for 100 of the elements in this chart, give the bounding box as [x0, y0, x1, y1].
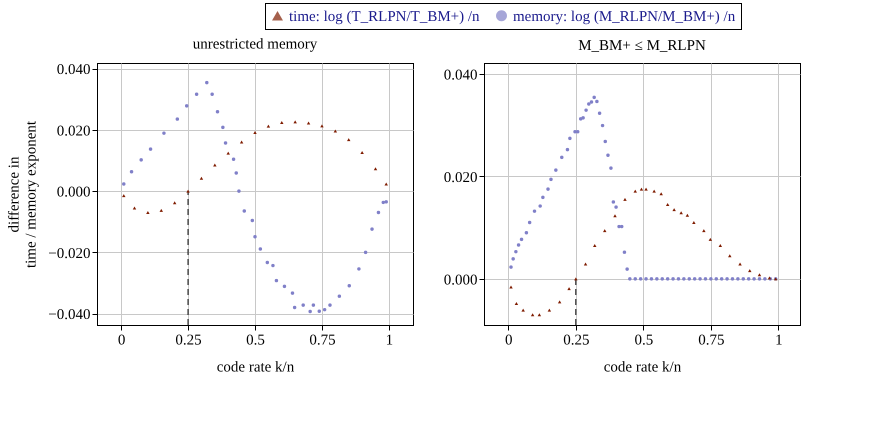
point — [509, 286, 513, 289]
x-tick-label: 0.5 — [634, 332, 654, 348]
point — [672, 208, 676, 212]
point — [567, 287, 571, 290]
point — [242, 209, 246, 213]
y-tick-label: 0.040 — [444, 67, 478, 84]
point — [301, 303, 305, 307]
point — [718, 244, 722, 248]
x-axis-title: code rate k/n — [216, 360, 295, 376]
point — [250, 218, 254, 222]
y-tick-label: 0.000 — [56, 184, 90, 201]
x-tick-label: 0.25 — [175, 332, 202, 348]
y-tick-label: 0.020 — [444, 170, 478, 186]
point — [237, 189, 241, 193]
point — [666, 203, 670, 206]
point — [652, 190, 656, 193]
point — [234, 171, 238, 175]
point — [338, 294, 342, 298]
point — [266, 124, 270, 128]
point — [702, 229, 706, 232]
point — [692, 220, 696, 224]
point — [558, 300, 562, 304]
point — [384, 182, 388, 186]
point — [360, 150, 364, 154]
point — [384, 200, 388, 204]
point — [708, 238, 712, 241]
point — [132, 206, 136, 210]
point — [271, 264, 275, 268]
y-tick-label: 0.040 — [56, 62, 90, 78]
point — [226, 152, 230, 155]
point — [521, 308, 525, 312]
point — [162, 131, 166, 135]
point — [280, 120, 284, 124]
point — [266, 260, 270, 264]
point — [130, 170, 134, 174]
point — [613, 214, 617, 218]
point — [253, 235, 257, 238]
y-tick-label: 0.020 — [56, 123, 90, 140]
point — [312, 303, 316, 307]
point — [176, 117, 180, 121]
point — [274, 278, 278, 282]
point — [160, 208, 164, 212]
point — [728, 254, 732, 258]
point — [686, 214, 690, 217]
point — [574, 277, 578, 280]
point — [122, 194, 126, 198]
point — [364, 250, 368, 254]
point — [322, 308, 326, 312]
chart-title: unrestricted memory — [192, 36, 318, 53]
x-tick-label: 1 — [775, 332, 783, 348]
point — [357, 267, 361, 271]
point — [232, 157, 236, 161]
x-tick-label: 0 — [505, 332, 513, 348]
point — [306, 122, 310, 125]
point — [213, 164, 217, 167]
point — [253, 131, 257, 134]
point — [308, 310, 312, 314]
point — [194, 92, 198, 96]
point — [139, 158, 143, 162]
point — [224, 141, 228, 145]
x-tick-label: 1 — [386, 332, 394, 348]
x-tick-label: 0.75 — [309, 332, 336, 348]
y-tick-label: −0.040 — [48, 307, 90, 324]
point — [293, 120, 297, 124]
point — [320, 124, 324, 128]
point — [282, 284, 286, 288]
point — [292, 306, 296, 310]
point — [216, 110, 220, 114]
point — [644, 188, 648, 191]
point — [184, 104, 188, 108]
point — [370, 227, 374, 231]
y-tick-label: −0.020 — [48, 246, 90, 262]
x-tick-label: 0.75 — [698, 332, 724, 348]
legend-label: memory: log (M_RLPN/M_BM+) /n — [513, 8, 736, 25]
point — [122, 182, 126, 186]
point — [758, 273, 762, 276]
point — [346, 138, 350, 142]
point — [318, 309, 322, 313]
point — [210, 92, 214, 96]
point — [640, 188, 644, 191]
x-axis-title: code rate k/n — [604, 360, 682, 376]
x-tick-label: 0 — [118, 332, 126, 348]
point — [334, 130, 338, 133]
point — [602, 229, 606, 232]
point — [205, 80, 209, 84]
point — [382, 200, 386, 204]
point — [514, 302, 518, 305]
point — [738, 262, 742, 266]
point — [376, 210, 380, 214]
point — [258, 247, 262, 251]
point — [221, 126, 225, 130]
point — [290, 291, 294, 295]
point — [328, 303, 332, 307]
point — [623, 198, 627, 201]
point — [548, 308, 552, 312]
point — [593, 244, 596, 248]
x-tick-label: 0.5 — [246, 332, 265, 348]
point — [148, 147, 152, 151]
point — [584, 262, 588, 266]
point — [240, 140, 244, 144]
